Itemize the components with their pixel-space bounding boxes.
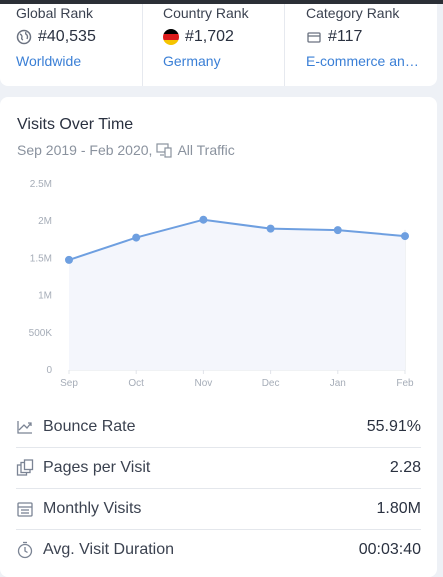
monthly-visits-icon: [17, 501, 33, 517]
metric-value: 00:03:40: [358, 540, 421, 558]
x-tick-label: Oct: [128, 378, 144, 389]
series-line: [68, 218, 406, 261]
metric-label: Avg. Visit Duration: [43, 540, 175, 558]
series-area: [69, 219, 405, 370]
y-tick-label: 0: [46, 365, 52, 376]
x-tick-label: Dec: [262, 378, 280, 389]
category-rank-value: #117: [328, 28, 363, 45]
pages-per-visit-icon: [16, 458, 34, 476]
global-rank-value-row: #40,535: [16, 28, 96, 46]
globe-icon: [16, 29, 32, 45]
data-point: [333, 226, 342, 235]
metric-row-bounce-rate: Bounce Rate 55.91%: [16, 406, 421, 448]
country-rank-label: Country Rank: [163, 5, 249, 21]
category-rank-value-row: #117: [306, 28, 362, 46]
metric-value: 55.91%: [366, 417, 421, 435]
metric-value: 2.28: [389, 458, 421, 476]
visits-title: Visits Over Time: [17, 116, 134, 133]
data-point: [199, 215, 208, 224]
metric-label: Pages per Visit: [43, 458, 151, 476]
visits-card: Visits Over Time Sep 2019 - Feb 2020, Al…: [0, 97, 437, 577]
y-tick-label: 500K: [29, 328, 53, 339]
data-point: [132, 233, 141, 242]
category-link[interactable]: E-commerce and ...: [306, 53, 426, 69]
data-point: [266, 224, 275, 233]
metric-label: Monthly Visits: [43, 499, 142, 517]
country-rank-value: #1,702: [185, 28, 234, 45]
country-rank-value-row: #1,702: [163, 28, 234, 46]
y-tick-label: 2M: [38, 216, 52, 227]
x-tick-label: Feb: [396, 378, 414, 389]
metric-row-avg-visit-duration: Avg. Visit Duration 00:03:40: [16, 529, 421, 570]
global-rank-label: Global Rank: [16, 5, 94, 21]
x-tick-label: Sep: [60, 378, 78, 389]
x-tick-label: Nov: [195, 378, 213, 389]
metric-row-monthly-visits: Monthly Visits 1.80M: [16, 488, 421, 530]
x-tick-label: Jan: [330, 378, 346, 389]
country-rank: Country Rank #1,702 Germany: [142, 4, 284, 86]
y-tick-label: 1M: [38, 291, 52, 302]
y-tick-label: 1.5M: [30, 253, 52, 264]
y-tick-label: 2.5M: [30, 179, 52, 190]
top-bar: [0, 0, 443, 4]
traffic-type: All Traffic: [177, 142, 235, 158]
global-rank-value: #40,535: [38, 28, 96, 45]
visits-subtitle: Sep 2019 - Feb 2020, All Traffic: [17, 142, 235, 158]
ranks-card: Global Rank #40,535 Worldwide Country Ra…: [0, 4, 437, 86]
visits-chart: 0 500K 1M 1.5M 2M 2.5M Sep Oct Nov Dec Jan Feb: [29, 179, 414, 389]
country-link[interactable]: Germany: [163, 53, 221, 69]
devices-icon: [156, 142, 173, 158]
worldwide-link[interactable]: Worldwide: [16, 53, 82, 69]
metric-label: Bounce Rate: [43, 417, 136, 435]
data-point: [65, 255, 73, 264]
category-icon: [307, 32, 321, 43]
germany-flag-icon: [163, 29, 179, 45]
stopwatch-icon: [17, 541, 33, 558]
date-range: Sep 2019 - Feb 2020,: [17, 142, 153, 158]
global-rank: Global Rank #40,535 Worldwide: [0, 4, 142, 86]
metric-row-pages-per-visit: Pages per Visit 2.28: [16, 447, 421, 489]
metric-value: 1.80M: [376, 499, 421, 517]
bounce-rate-icon: [17, 420, 32, 434]
data-point: [401, 232, 409, 241]
category-rank-label: Category Rank: [306, 5, 400, 21]
category-rank: Category Rank #117 E-commerce and ...: [284, 4, 437, 86]
